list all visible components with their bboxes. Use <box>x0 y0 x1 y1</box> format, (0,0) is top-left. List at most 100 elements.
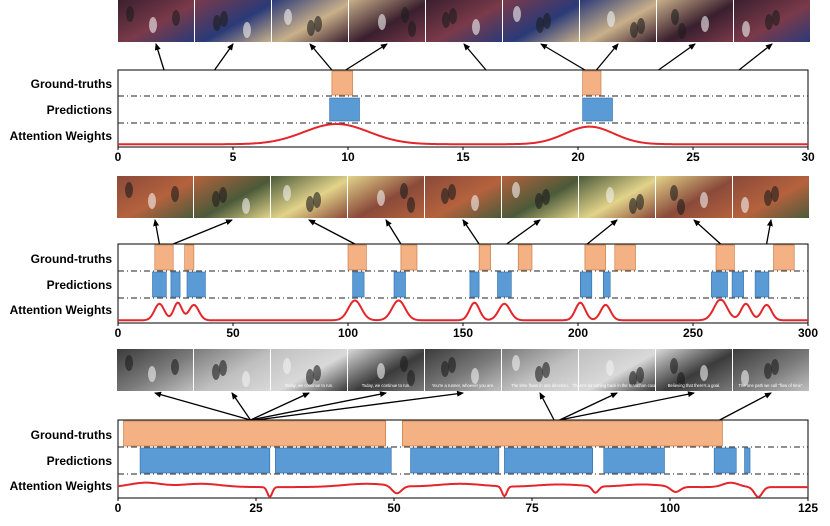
x-tick-label: 25 <box>249 501 263 515</box>
figure-silhouette <box>543 13 551 29</box>
ground-truth-segment <box>184 244 195 271</box>
frame-pointer-arrow <box>595 43 619 71</box>
frame-pointer-arrow <box>463 43 487 71</box>
prediction-segment <box>186 271 206 298</box>
figure-silhouette <box>219 187 227 203</box>
figure-silhouette <box>243 22 251 38</box>
figure-silhouette <box>283 185 291 201</box>
panel-athletics: Ground-truths Predictions Attention Weig… <box>10 176 818 340</box>
figure-silhouette <box>471 368 479 384</box>
frame-pointer-arrow <box>231 392 252 421</box>
figure-silhouette <box>700 365 708 381</box>
frame-pointer-arrow <box>559 392 618 421</box>
video-frame-thumbnail <box>117 176 193 218</box>
arrows <box>154 43 773 71</box>
x-tick-label: 125 <box>798 501 818 515</box>
figure-silhouette <box>441 188 449 204</box>
ground-truth-segments <box>123 420 723 447</box>
figure-silhouette <box>172 10 180 26</box>
prediction-segment <box>497 271 512 298</box>
thumbnail-strip <box>118 0 810 42</box>
video-frame-thumbnail <box>425 176 501 218</box>
frame-caption: You're a runner, whoever you are. <box>432 383 495 388</box>
prediction-segment <box>603 447 665 474</box>
video-frame-thumbnail <box>118 0 194 42</box>
prediction-segments <box>152 271 770 298</box>
prediction-segment <box>579 271 593 298</box>
prediction-segment <box>152 271 167 298</box>
figure-silhouette <box>171 186 179 202</box>
figure-silhouette <box>671 9 679 25</box>
x-axis: 0 5 10 15 20 25 30 <box>115 147 815 164</box>
figure-silhouette <box>670 185 678 201</box>
frame-pointer-arrow <box>738 43 773 71</box>
figure-silhouette <box>448 357 456 373</box>
figure-silhouette <box>542 189 550 205</box>
frame-pointer-arrow <box>172 219 233 245</box>
frame-image <box>425 349 501 391</box>
x-tick-label: 15 <box>456 150 470 164</box>
label-ground-truths: Ground-truths <box>31 428 113 442</box>
video-frame-thumbnail <box>579 176 655 218</box>
x-tick-label: 0 <box>115 501 122 515</box>
x-tick-label: 200 <box>568 326 588 340</box>
thumbnail-strip <box>117 176 809 218</box>
video-frame-thumbnail <box>271 176 347 218</box>
frame-pointer-arrow <box>719 392 772 421</box>
figure-silhouette <box>408 21 416 37</box>
frame-pointer-arrow <box>693 219 722 245</box>
figure-silhouette <box>741 197 749 213</box>
prediction-segment <box>602 271 611 298</box>
figure-silhouette <box>741 370 749 386</box>
prediction-segment <box>393 271 406 298</box>
ground-truth-segment <box>773 244 795 271</box>
figure-silhouette <box>629 371 637 387</box>
frame-pointer-arrow <box>765 219 773 245</box>
prediction-segments <box>139 447 751 474</box>
figure-silhouette <box>400 183 408 199</box>
figure-silhouette <box>307 20 315 36</box>
figure-silhouette <box>606 360 614 376</box>
prediction-segment <box>170 271 181 298</box>
figure-silhouette <box>471 195 479 211</box>
figure-silhouette <box>148 193 156 209</box>
x-tick-label: 75 <box>525 501 539 515</box>
video-frame-thumbnail <box>117 349 193 391</box>
x-axis: 0 50 100 150 200 250 300 <box>115 323 818 340</box>
frame-pointer-arrow <box>250 391 387 421</box>
label-attention-weights: Attention Weights <box>10 479 113 493</box>
figure-silhouette <box>765 14 773 30</box>
ground-truth-segment <box>614 244 636 271</box>
video-frame-thumbnail <box>194 349 270 391</box>
label-attention-weights: Attention Weights <box>10 129 113 143</box>
video-frame-thumbnail <box>349 0 425 42</box>
x-tick-label: 0 <box>115 150 122 164</box>
frame-caption: Today, we continue to run. <box>285 383 334 388</box>
frame-image <box>656 176 732 218</box>
figure-silhouette <box>637 18 645 34</box>
figure-silhouette <box>513 6 521 22</box>
x-tick-label: 150 <box>453 326 473 340</box>
frame-pointer-arrow <box>540 43 586 71</box>
prediction-segments <box>329 97 613 122</box>
video-frame-thumbnail <box>580 0 656 42</box>
figure-silhouette <box>212 191 220 207</box>
figure-silhouette <box>542 362 550 378</box>
frame-pointer-arrow <box>308 219 356 245</box>
frame-caption: The one path we call "flow of time". <box>738 383 803 388</box>
video-frame-thumbnail <box>503 0 579 42</box>
figure-silhouette <box>313 192 321 208</box>
frame-pointer-arrow <box>385 219 402 245</box>
frame-pointer-arrow <box>506 219 541 245</box>
ground-truth-segments <box>154 244 795 271</box>
prediction-segment <box>713 447 737 474</box>
ground-truth-segment <box>715 244 735 271</box>
figure-silhouette <box>407 197 415 213</box>
prediction-segment <box>754 271 770 298</box>
label-ground-truths: Ground-truths <box>31 77 113 91</box>
video-frame-thumbnail: The one path we call "flow of time". <box>733 349 809 391</box>
x-tick-label: 0 <box>115 326 122 340</box>
frame-pointer-arrow <box>250 392 310 421</box>
figure-silhouette <box>677 199 685 215</box>
x-tick-label: 25 <box>686 150 700 164</box>
